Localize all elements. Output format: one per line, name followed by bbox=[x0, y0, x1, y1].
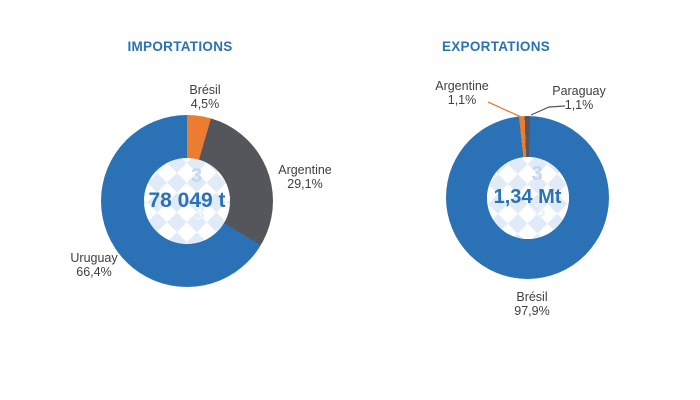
slice-label-name: Argentine bbox=[435, 79, 489, 93]
exportations-donut-chart: 3 3 1,34 Mt bbox=[446, 116, 609, 279]
importations-label-bresil: Brésil 4,5% bbox=[155, 83, 255, 111]
importations-label-uruguay: Uruguay 66,4% bbox=[44, 251, 144, 279]
slice-label-pct: 29,1% bbox=[287, 176, 323, 191]
watermark-3-icon: 3 bbox=[534, 199, 546, 222]
slice-label-pct: 1,1% bbox=[564, 97, 594, 112]
exportations-donut-hole: 3 3 1,34 Mt bbox=[486, 156, 569, 239]
slice-label-name: Uruguay bbox=[70, 251, 118, 265]
slice-label-name: Paraguay bbox=[552, 84, 606, 98]
exportations-label-paraguay: Paraguay 1,1% bbox=[529, 84, 629, 112]
exportations-label-argentine: Argentine 1,1% bbox=[412, 79, 512, 107]
exportations-label-bresil: Brésil 97,9% bbox=[482, 290, 582, 318]
importations-donut-chart: 3 3 78 049 t bbox=[101, 115, 273, 287]
slice-label-pct: 97,9% bbox=[514, 303, 550, 318]
watermark-3-icon: 3 bbox=[531, 162, 543, 185]
slice-label-pct: 1,1% bbox=[447, 92, 477, 107]
slice-label-name: Brésil bbox=[189, 83, 221, 97]
watermark-3-icon: 3 bbox=[191, 165, 203, 187]
watermark-3-icon: 3 bbox=[194, 203, 206, 225]
slice-label-name: Argentine bbox=[278, 163, 332, 177]
importations-center-value: 78 049 t bbox=[148, 189, 226, 212]
slice-label-pct: 66,4% bbox=[76, 264, 112, 279]
importations-title: IMPORTATIONS bbox=[127, 39, 233, 54]
importations-label-argentine: Argentine 29,1% bbox=[255, 163, 355, 191]
slice-label-pct: 4,5% bbox=[190, 96, 220, 111]
slice-label-name: Brésil bbox=[516, 290, 548, 304]
exportations-title: EXPORTATIONS bbox=[441, 39, 551, 54]
exportations-center-value: 1,34 Mt bbox=[493, 186, 562, 208]
importations-donut-hole: 3 3 78 049 t bbox=[144, 158, 230, 244]
